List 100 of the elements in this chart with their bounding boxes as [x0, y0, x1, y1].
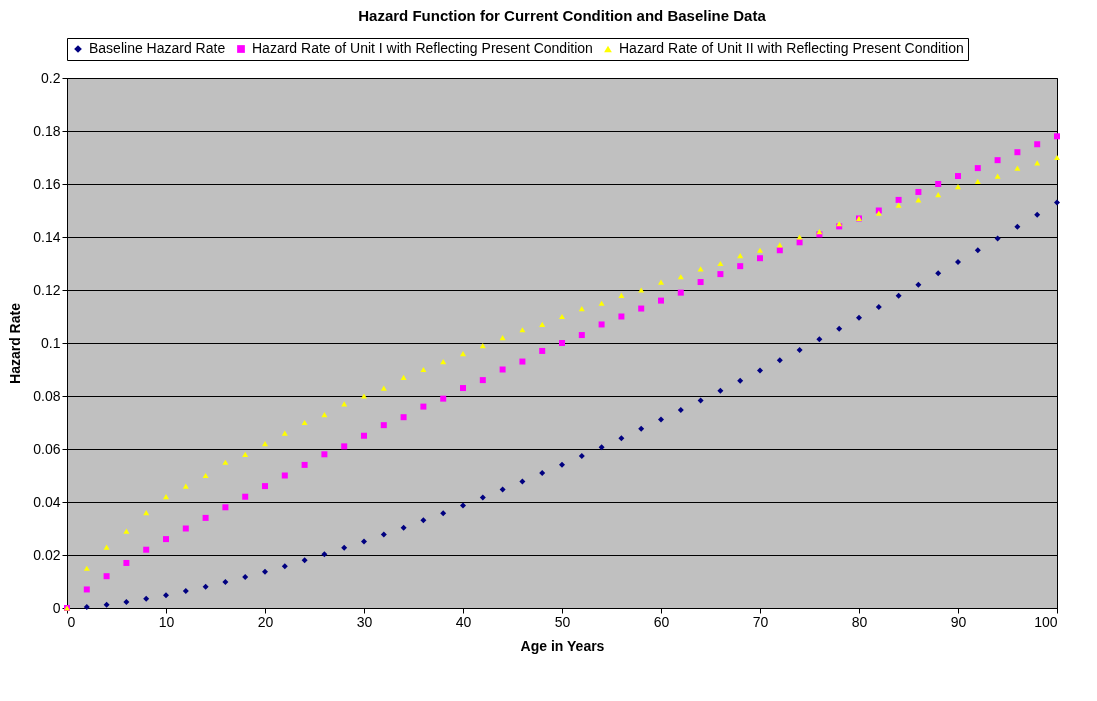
point — [994, 173, 1001, 179]
point — [895, 202, 902, 208]
point — [578, 332, 585, 339]
chart-title: Hazard Function for Current Condition and Baseline Data — [358, 6, 767, 24]
point — [361, 393, 367, 399]
y-tick-label: 0.1 — [41, 334, 61, 351]
point — [420, 403, 427, 410]
point — [123, 528, 130, 534]
point — [559, 313, 565, 320]
point — [380, 531, 387, 538]
point — [281, 472, 288, 479]
point — [598, 321, 605, 328]
point — [598, 444, 605, 451]
y-tick-label: 0.04 — [33, 493, 61, 510]
point — [796, 234, 803, 240]
point — [1034, 211, 1041, 218]
point — [638, 287, 645, 293]
point — [202, 472, 209, 479]
point — [262, 568, 268, 575]
point — [717, 271, 724, 278]
point — [400, 414, 407, 421]
point — [539, 321, 546, 328]
point — [499, 366, 506, 373]
point — [994, 235, 1001, 242]
point — [143, 546, 150, 553]
point — [321, 451, 328, 458]
legend-label: Hazard Rate of Unit II with Reflecting Present Condition — [619, 40, 964, 56]
point — [222, 579, 229, 586]
point — [479, 377, 486, 384]
point — [123, 598, 130, 605]
point — [895, 196, 902, 203]
point — [262, 483, 268, 490]
point — [737, 252, 744, 259]
point — [974, 247, 981, 254]
y-tick-label: 0.08 — [33, 387, 61, 404]
point — [420, 366, 427, 373]
point — [638, 305, 645, 312]
y-tick-label: 0.18 — [33, 122, 61, 139]
point — [559, 340, 565, 346]
point — [796, 346, 803, 353]
point — [776, 242, 783, 248]
point — [955, 173, 961, 180]
point — [361, 432, 367, 439]
point — [955, 258, 961, 265]
point — [658, 279, 664, 285]
point — [123, 559, 130, 566]
point — [658, 416, 664, 423]
point — [103, 601, 110, 608]
x-tick-label: 80 — [851, 613, 868, 630]
point — [539, 347, 546, 354]
point — [341, 443, 348, 450]
point — [182, 483, 189, 489]
point — [618, 313, 625, 320]
point — [281, 563, 288, 570]
point — [915, 188, 922, 195]
point — [559, 461, 565, 468]
point — [974, 165, 981, 172]
point — [994, 157, 1001, 164]
point — [361, 538, 367, 545]
point — [321, 551, 328, 558]
point — [1014, 223, 1021, 230]
point — [915, 281, 922, 288]
point — [460, 502, 466, 509]
point — [143, 595, 150, 602]
x-tick-label: 10 — [158, 613, 175, 630]
point — [519, 478, 526, 485]
point — [856, 314, 862, 321]
point — [83, 565, 90, 571]
point — [202, 514, 209, 521]
point — [875, 303, 882, 310]
point — [1014, 165, 1021, 171]
point — [1054, 199, 1060, 206]
point — [341, 544, 348, 551]
point — [163, 592, 169, 599]
point — [83, 586, 90, 593]
point — [578, 305, 585, 312]
point — [380, 422, 387, 429]
point — [182, 588, 189, 595]
point — [737, 377, 744, 384]
point — [479, 494, 486, 501]
point — [677, 407, 684, 414]
point — [776, 357, 783, 364]
point — [103, 544, 110, 550]
point — [836, 325, 843, 332]
x-tick-label: 50 — [554, 613, 571, 630]
x-tick-label: 90 — [950, 613, 967, 630]
point — [321, 411, 328, 418]
point — [83, 603, 90, 610]
point — [400, 524, 407, 531]
y-tick-label: 0.12 — [33, 281, 61, 298]
point — [460, 385, 466, 392]
x-tick-label: 70 — [752, 613, 769, 630]
point — [202, 583, 209, 590]
point — [638, 425, 645, 432]
point — [757, 367, 763, 374]
point — [658, 297, 664, 304]
point — [440, 395, 447, 402]
point — [1054, 133, 1060, 140]
point — [717, 260, 724, 267]
y-tick-label: 0.06 — [33, 440, 61, 457]
